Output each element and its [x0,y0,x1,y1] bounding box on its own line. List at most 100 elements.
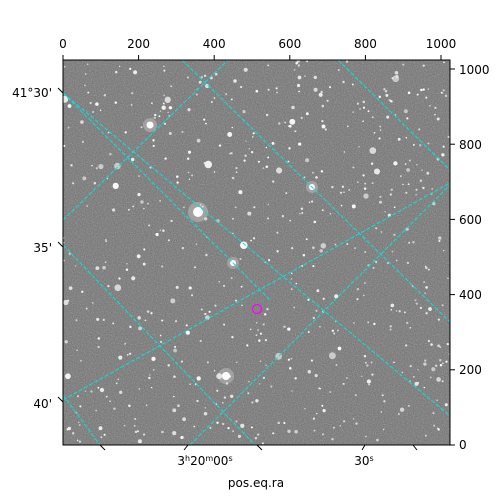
star [95,167,98,170]
star [352,166,355,169]
star [152,368,155,371]
star [434,106,437,110]
star [399,407,405,412]
star [143,433,146,436]
star [76,349,78,352]
star [288,147,291,150]
star [82,176,87,181]
star [118,355,123,360]
star [301,211,304,214]
star [369,147,377,154]
star [134,430,138,434]
star [305,238,308,241]
star [99,109,102,112]
star [383,88,386,91]
star [320,243,327,249]
star [104,261,107,264]
star [316,289,320,293]
star [321,104,325,108]
star [283,325,286,329]
star [439,358,442,362]
star [363,294,365,297]
star [238,190,243,195]
star [79,359,82,362]
star [303,176,306,179]
star [162,229,165,232]
star [423,362,427,366]
star [276,91,278,94]
star [159,334,162,337]
star [205,315,210,320]
star [203,162,206,164]
star [407,91,411,95]
star [294,429,298,434]
star [209,426,212,429]
star [112,208,116,212]
star [445,360,448,363]
star [259,360,262,363]
star [253,206,256,209]
star [246,344,249,347]
star [395,74,399,78]
star [436,399,438,402]
star [308,201,311,203]
star [216,389,219,392]
star [321,119,324,123]
star [77,395,79,398]
star [382,428,385,431]
star [173,348,177,353]
star [187,150,192,154]
star [346,377,348,379]
star [255,89,259,93]
star [222,284,226,287]
x-axis-title: pos.eq.ra [228,476,284,490]
star [405,191,408,194]
star [364,182,367,185]
star [262,323,265,326]
star [433,424,436,427]
star [394,71,399,75]
star [290,288,293,291]
star [314,374,318,378]
star [362,174,365,177]
star [127,208,130,211]
star [353,322,355,324]
star [81,140,84,143]
star [342,80,345,84]
star [63,65,66,68]
star [390,303,395,308]
top-tick-label: 800 [354,37,377,51]
star [64,340,68,344]
star [318,387,321,390]
grid-line [63,182,450,401]
star [293,306,296,309]
star [441,304,444,307]
star [316,412,318,415]
star [130,157,135,162]
star [204,217,208,221]
star [240,285,243,288]
star [152,144,155,148]
star [412,241,415,244]
star [391,77,394,80]
star [380,411,383,413]
star [158,115,161,118]
star [356,298,359,301]
star [423,386,426,389]
star [102,265,106,270]
star [188,286,192,290]
star [417,382,419,384]
left-tick-label: 40' [33,397,52,411]
star [352,418,355,420]
star [409,364,412,368]
star [143,248,146,251]
star [261,442,264,445]
star [97,386,100,389]
star [447,135,450,139]
star [295,282,298,285]
star [232,217,234,220]
star [312,265,315,268]
bottom-tick-label: 3h20m00s [177,454,232,468]
star [250,239,253,242]
star [331,185,334,189]
